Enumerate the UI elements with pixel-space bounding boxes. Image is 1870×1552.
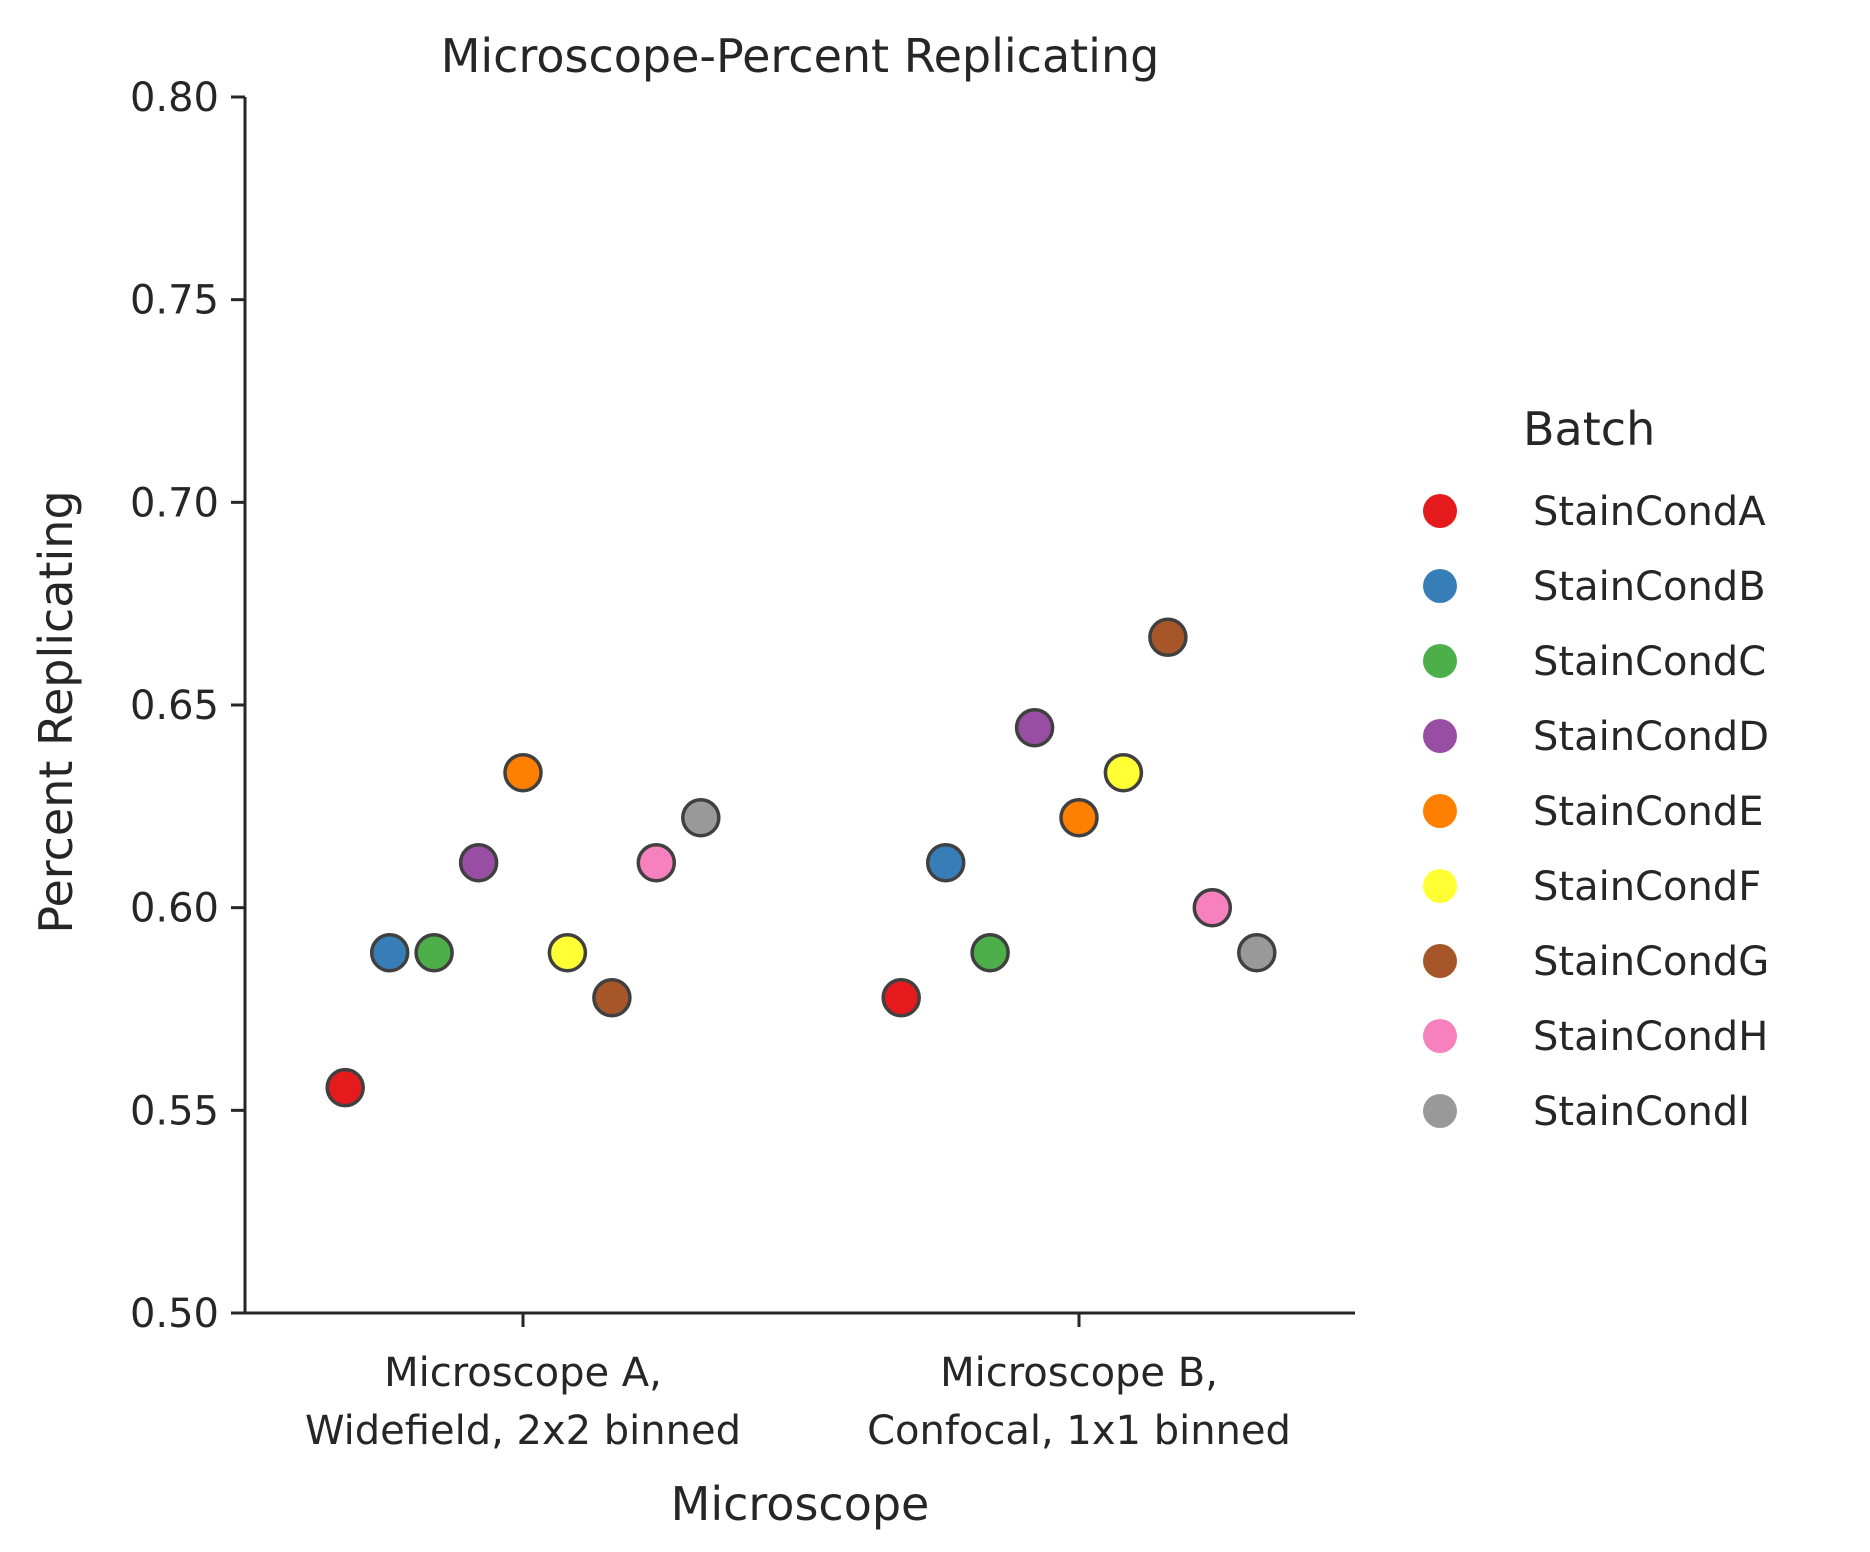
legend-marker <box>1423 719 1457 753</box>
data-point <box>1192 887 1233 928</box>
x-axis-title: Microscope <box>671 1477 930 1531</box>
x-axis: Microscope A, Widefield, 2x2 binned Micros… <box>245 1311 1355 1454</box>
data-point <box>881 977 921 1018</box>
data-point <box>970 932 1010 973</box>
legend-label: StainCondI <box>1533 1089 1750 1135</box>
data-point <box>636 842 677 883</box>
legend-title: Batch <box>1523 402 1655 456</box>
legend-marker <box>1423 644 1457 678</box>
data-point <box>1103 752 1144 793</box>
data-point <box>369 932 410 973</box>
data-point <box>325 1067 365 1108</box>
legend-label: StainCondB <box>1533 564 1766 610</box>
legend: Batch StainCondA StainCondB StainCondC Stai… <box>1423 402 1769 1135</box>
legend-marker <box>1423 569 1457 603</box>
x-tick-label: Microscope B, <box>940 1350 1218 1396</box>
y-tick-label: 0.75 <box>130 278 219 324</box>
y-tick-label: 0.55 <box>130 1088 219 1134</box>
data-point <box>681 797 721 838</box>
x-tick-label: Microscope A, <box>384 1350 662 1396</box>
y-axis-title: Percent Replicating <box>29 490 83 933</box>
legend-marker <box>1423 1094 1457 1128</box>
y-tick-label: 0.50 <box>130 1291 219 1337</box>
data-point <box>1237 932 1277 973</box>
legend-label: StainCondF <box>1533 864 1761 910</box>
legend-marker <box>1423 869 1457 903</box>
data-point <box>1014 707 1055 748</box>
legend-label: StainCondG <box>1533 939 1769 985</box>
data-point <box>458 842 499 883</box>
legend-marker <box>1423 494 1457 528</box>
x-tick-label: Confocal, 1x1 binned <box>867 1408 1291 1454</box>
data-point <box>1148 617 1188 658</box>
data-point <box>414 932 454 973</box>
y-tick-label: 0.65 <box>130 683 219 729</box>
legend-marker <box>1423 1019 1457 1053</box>
y-axis: 0.50 0.55 0.60 0.65 0.70 0.75 0.80 <box>130 75 247 1337</box>
legend-marker <box>1423 944 1457 978</box>
data-point <box>503 752 543 793</box>
legend-label: StainCondA <box>1533 489 1766 535</box>
legend-marker <box>1423 794 1457 828</box>
data-point <box>547 932 588 973</box>
data-points <box>325 617 1277 1108</box>
legend-label: StainCondE <box>1533 789 1763 835</box>
chart-title: Microscope-Percent Replicating <box>441 29 1160 83</box>
x-tick-label: Widefield, 2x2 binned <box>305 1408 741 1454</box>
legend-label: StainCondC <box>1533 639 1766 685</box>
legend-label: StainCondD <box>1533 714 1769 760</box>
data-point <box>592 977 632 1018</box>
y-tick-label: 0.70 <box>130 480 219 526</box>
y-tick-label: 0.80 <box>130 75 219 121</box>
data-point <box>1059 797 1099 838</box>
data-point <box>925 842 966 883</box>
legend-label: StainCondH <box>1533 1014 1768 1060</box>
y-tick-label: 0.60 <box>130 886 219 932</box>
